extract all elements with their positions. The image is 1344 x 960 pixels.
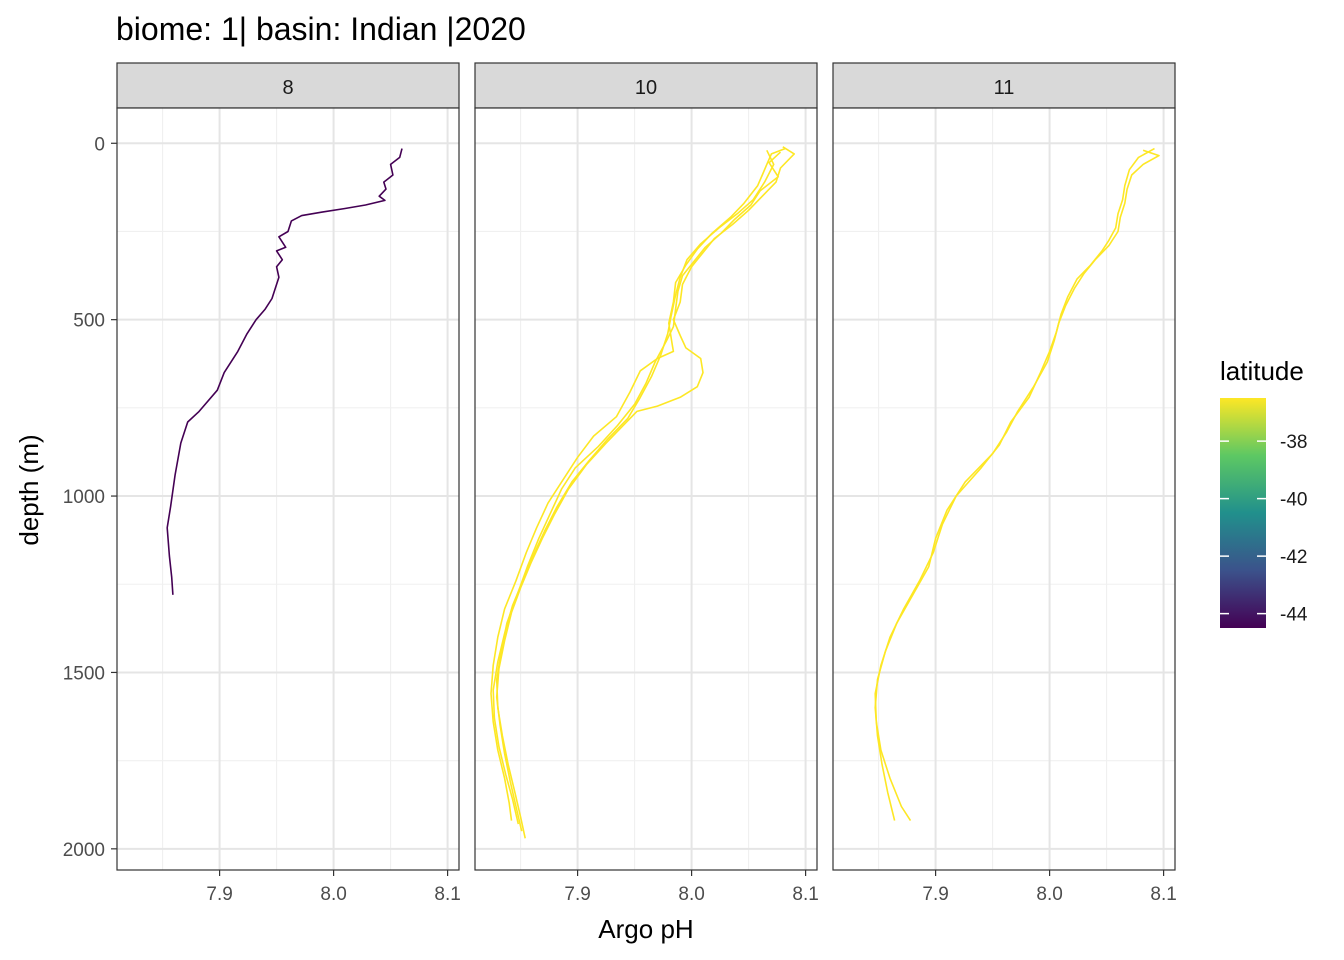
- facet-strip: [116, 62, 460, 109]
- profile-line-10-1: [490, 147, 786, 821]
- panel-background: [833, 108, 1175, 870]
- panel-background: [475, 108, 817, 870]
- color-legend: latitude -38 -40 -42 -44: [1220, 356, 1308, 628]
- panel-background: [117, 108, 459, 870]
- profile-line-10-4: [495, 151, 782, 839]
- x-tick-label: 7.9: [206, 884, 232, 905]
- y-tick-label: 1000: [63, 487, 105, 508]
- legend-tick-label: -42: [1280, 547, 1307, 568]
- panel-border: [116, 107, 460, 871]
- chart-title: biome: 1| basin: Indian |2020: [116, 11, 526, 47]
- facet-panels: 8 7.9 8.0 8.1 10 7.9 8.0 8.1 11 7.9 8.0 8.1: [116, 62, 1177, 905]
- facet-panel-8: 8 7.9 8.0 8.1: [116, 62, 461, 905]
- y-tick-label: 500: [73, 311, 105, 332]
- legend-title: latitude: [1220, 356, 1304, 386]
- panel-border: [474, 107, 818, 871]
- y-tick-label: 0: [94, 134, 105, 155]
- x-tick-label: 7.9: [922, 884, 948, 905]
- profile-line-11-2: [874, 147, 1155, 822]
- panel-border: [832, 107, 1176, 871]
- y-axis-title: depth (m): [14, 434, 44, 545]
- facet-panel-10: 10 7.9 8.0 8.1: [474, 62, 819, 905]
- legend-tick-label: -44: [1280, 605, 1308, 626]
- legend-tick-label: -40: [1280, 490, 1307, 511]
- y-tick-label: 2000: [63, 840, 105, 861]
- x-tick-label: 8.1: [792, 884, 818, 905]
- x-axis-title: Argo pH: [598, 914, 693, 944]
- x-tick-label: 8.0: [320, 884, 346, 905]
- x-tick-label: 8.1: [434, 884, 460, 905]
- facet-strip-label: 8: [282, 77, 293, 99]
- profile-line-10-2: [492, 149, 775, 825]
- facet-strip: [832, 62, 1176, 109]
- y-axis: 0 500 1000 1500 2000: [63, 134, 117, 861]
- legend-colorbar: [1220, 398, 1266, 628]
- x-tick-label: 8.1: [1150, 884, 1176, 905]
- x-tick-label: 8.0: [1036, 884, 1062, 905]
- x-tick-label: 7.9: [564, 884, 590, 905]
- legend-tick-label: -38: [1280, 432, 1307, 453]
- x-tick-label: 8.0: [678, 884, 704, 905]
- facet-strip-label: 11: [994, 77, 1015, 99]
- y-tick-label: 1500: [63, 663, 105, 684]
- profile-line-8-1: [166, 148, 403, 595]
- facet-panel-11: 11 7.9 8.0 8.1: [832, 62, 1177, 905]
- facet-strip-label: 10: [635, 77, 657, 99]
